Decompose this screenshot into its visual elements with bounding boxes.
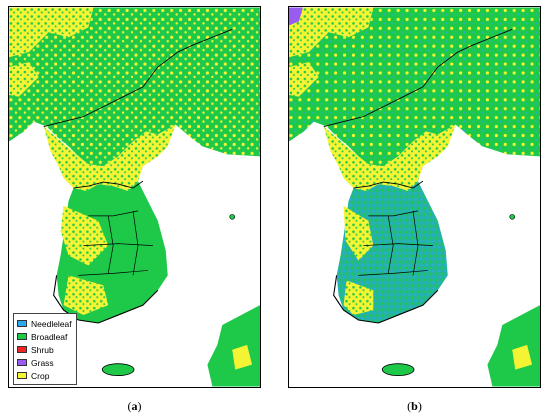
caption-a: (a)	[127, 399, 142, 413]
land-cover-map-a	[9, 7, 260, 387]
legend-label: Needleleaf	[31, 318, 72, 329]
land-cover-map-b	[289, 7, 540, 387]
japan-b	[487, 305, 540, 387]
legend-item-broadleaf: Broadleaf	[17, 330, 73, 343]
legend-item-crop: Crop	[17, 369, 73, 382]
broadleaf-swatch	[17, 333, 27, 340]
legend-item-shrub: Shrub	[17, 343, 73, 356]
peninsula-north-b	[323, 124, 456, 192]
mainland-b	[289, 7, 540, 167]
legend-label: Grass	[31, 357, 54, 368]
map-panel-a: Needleleaf Broadleaf Shrub Grass Crop	[8, 6, 261, 388]
legend-label: Shrub	[31, 344, 54, 355]
legend-item-needleleaf: Needleleaf	[17, 317, 73, 330]
border-lines-a	[43, 28, 233, 127]
caption-b: (b)	[407, 399, 422, 413]
mainland-a	[9, 7, 260, 167]
jeju-island-a	[101, 363, 135, 376]
needleleaf-swatch	[17, 320, 27, 327]
japan-a	[207, 305, 260, 387]
shrub-swatch	[17, 346, 27, 353]
map-legend: Needleleaf Broadleaf Shrub Grass Crop	[13, 313, 77, 385]
legend-item-grass: Grass	[17, 356, 73, 369]
caption-a-letter: a	[131, 399, 138, 413]
jeju-island-b	[381, 363, 415, 376]
border-lines-b	[323, 28, 513, 127]
legend-label: Crop	[31, 370, 50, 381]
peninsula-north-a	[43, 124, 176, 192]
caption-b-letter: b	[411, 399, 418, 413]
grass-swatch	[17, 359, 27, 366]
crop-swatch	[17, 372, 27, 379]
map-panel-b	[288, 6, 541, 388]
legend-label: Broadleaf	[31, 331, 68, 342]
